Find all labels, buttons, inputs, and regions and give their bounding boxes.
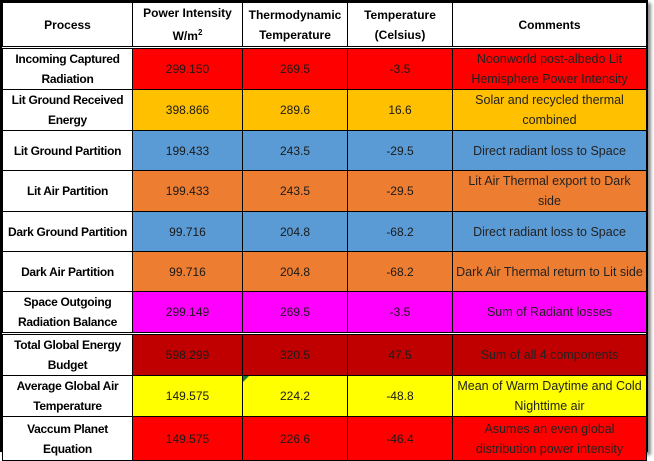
power-intensity-cell: 199.433 — [132, 170, 243, 212]
header-row: Process Power Intensity W/m2 Thermodynam… — [2, 2, 647, 48]
thermodynamic-temperature-cell: 320.5 — [242, 332, 348, 376]
power-intensity-cell: 199.433 — [132, 130, 243, 171]
temperature-celsius-cell: -48.8 — [347, 375, 453, 417]
header-thermodynamic-temperature: Thermodynamic Temperature — [242, 2, 348, 48]
temperature-celsius-cell: -29.5 — [347, 170, 453, 212]
thermodynamic-temperature-cell: 204.8 — [242, 211, 348, 252]
table-row: Dark Air Partition 99.716 204.8 -68.2 Da… — [2, 251, 647, 292]
table-row: Vaccum Planet Equation 149.575 226.6 -46… — [2, 416, 647, 461]
process-cell: Lit Ground Partition — [2, 130, 133, 171]
table-row: Total Global Energy Budget 598.299 320.5… — [2, 332, 647, 376]
header-temperature-celsius: Temperature (Celsius) — [347, 2, 453, 48]
header-comments: Comments — [452, 2, 647, 48]
header-process: Process — [2, 2, 133, 48]
table-row: Space Outgoing Radiation Balance 299.149… — [2, 291, 647, 334]
table-row: Incoming Captured Radiation 299.150 269.… — [2, 46, 647, 90]
temperature-celsius-cell: -3.5 — [347, 46, 453, 90]
process-cell: Average Global Air Temperature — [2, 375, 133, 417]
temperature-celsius-cell: -46.4 — [347, 416, 453, 461]
process-cell: Lit Ground Received Energy — [2, 89, 133, 131]
process-cell: Vaccum Planet Equation — [2, 416, 133, 461]
thermodynamic-temperature-cell: 224.2 — [242, 375, 348, 417]
thermodynamic-temperature-cell: 226.6 — [242, 416, 348, 461]
temperature-celsius-cell: -3.5 — [347, 291, 453, 334]
temperature-celsius-cell: 16.6 — [347, 89, 453, 131]
comment-cell: Noonworld post-albedo Lit Hemisphere Pow… — [452, 46, 647, 90]
power-intensity-cell: 99.716 — [132, 251, 243, 292]
comment-cell: Sum of all 4 components — [452, 332, 647, 376]
header-power-unit: W/m — [172, 29, 198, 43]
process-cell: Lit Air Partition — [2, 170, 133, 212]
table-row: Average Global Air Temperature 149.575 2… — [2, 375, 647, 417]
power-intensity-cell: 99.716 — [132, 211, 243, 252]
comment-cell: Direct radiant loss to Space — [452, 130, 647, 171]
process-cell: Dark Ground Partition — [2, 211, 133, 252]
temperature-celsius-cell: 47.5 — [347, 332, 453, 376]
process-cell: Space Outgoing Radiation Balance — [2, 291, 133, 334]
comment-cell: Lit Air Thermal export to Dark side — [452, 170, 647, 212]
thermodynamic-temperature-cell: 243.5 — [242, 130, 348, 171]
power-intensity-cell: 598.299 — [132, 332, 243, 376]
temperature-celsius-cell: -68.2 — [347, 211, 453, 252]
thermodynamic-temperature-cell: 289.6 — [242, 89, 348, 131]
power-intensity-cell: 299.150 — [132, 46, 243, 90]
comment-cell: Dark Air Thermal return to Lit side — [452, 251, 647, 292]
temperature-celsius-cell: -29.5 — [347, 130, 453, 171]
thermodynamic-temperature-cell: 243.5 — [242, 170, 348, 212]
header-power-line1: Power Intensity — [143, 6, 232, 20]
process-cell: Dark Air Partition — [2, 251, 133, 292]
comment-cell: Direct radiant loss to Space — [452, 211, 647, 252]
header-power-intensity: Power Intensity W/m2 — [132, 2, 243, 48]
power-intensity-cell: 149.575 — [132, 375, 243, 417]
power-intensity-cell: 299.149 — [132, 291, 243, 334]
thermodynamic-temperature-cell: 269.5 — [242, 291, 348, 334]
power-intensity-cell: 149.575 — [132, 416, 243, 461]
thermodynamic-temperature-cell: 204.8 — [242, 251, 348, 292]
comment-cell: Mean of Warm Daytime and Cold Nighttime … — [452, 375, 647, 417]
table-row: Dark Ground Partition 99.716 204.8 -68.2… — [2, 211, 647, 252]
temperature-celsius-cell: -68.2 — [347, 251, 453, 292]
comment-cell: Solar and recycled thermal combined — [452, 89, 647, 131]
table-row: Lit Ground Received Energy 398.866 289.6… — [2, 89, 647, 131]
table-row: Lit Air Partition 199.433 243.5 -29.5 Li… — [2, 170, 647, 212]
table-row: Lit Ground Partition 199.433 243.5 -29.5… — [2, 130, 647, 171]
power-intensity-cell: 398.866 — [132, 89, 243, 131]
header-power-unit-exponent: 2 — [197, 28, 203, 37]
process-cell: Total Global Energy Budget — [2, 332, 133, 376]
comment-cell: Asumes an even global distribution power… — [452, 416, 647, 461]
comment-cell: Sum of Radiant losses — [452, 291, 647, 334]
process-cell: Incoming Captured Radiation — [2, 46, 133, 90]
thermodynamic-temperature-cell: 269.5 — [242, 46, 348, 90]
